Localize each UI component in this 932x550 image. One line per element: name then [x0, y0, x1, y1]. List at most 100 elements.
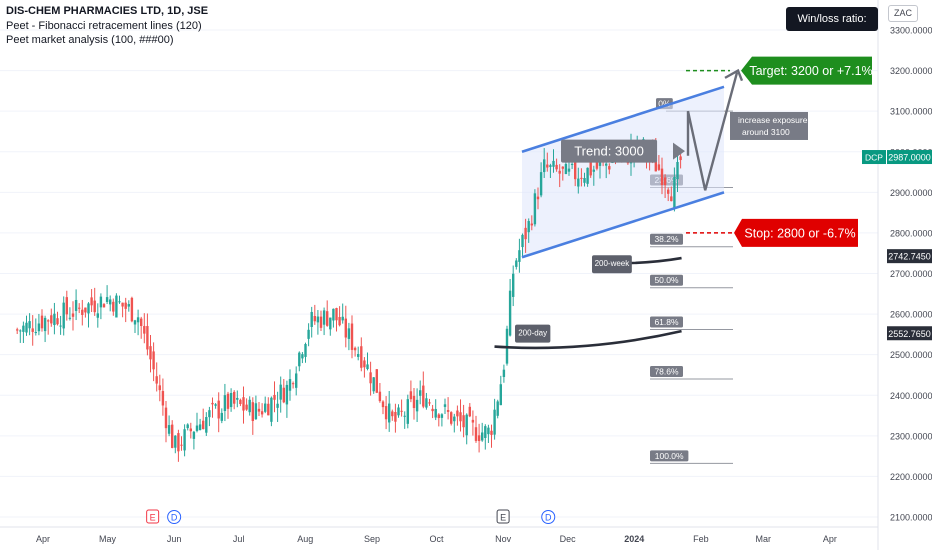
annotations: 200-day 200-week Trend: 3000 Target: 3200 o… [515, 56, 873, 343]
fib-label-text: 38.2% [654, 234, 679, 244]
candle [546, 152, 549, 172]
candle [353, 346, 357, 357]
candle [422, 371, 425, 409]
y-tick-label: 2700.0000 [890, 269, 932, 279]
candle [177, 429, 180, 462]
x-tick-label: Mar [756, 534, 772, 544]
candle [214, 403, 217, 409]
candle [127, 300, 130, 312]
candle [487, 424, 490, 443]
candle [425, 392, 428, 410]
candle [505, 325, 509, 366]
candle [50, 308, 53, 327]
candle [453, 413, 456, 433]
fib-label: 78.6% [650, 366, 683, 378]
candle [22, 321, 25, 343]
currency-button[interactable]: ZAC [888, 5, 918, 22]
candle [81, 299, 84, 326]
stop-label-text: Stop: 2800 or -6.7% [744, 226, 855, 240]
candle [164, 400, 168, 443]
candle [397, 404, 400, 418]
candle [468, 403, 471, 418]
candle [65, 290, 68, 321]
earnings-event-marker[interactable]: E [146, 509, 160, 524]
candle [267, 397, 270, 416]
symbol-tag: DCP [862, 150, 886, 165]
candle [313, 304, 316, 325]
candle [549, 163, 552, 178]
exposure-note-box [730, 111, 808, 140]
indicator-analysis-label: Peet market analysis (100, ###00) [6, 34, 174, 46]
candle [37, 313, 41, 336]
y-tick-label: 2500.0000 [890, 350, 932, 360]
x-tick-label: Sep [364, 534, 380, 544]
candle [437, 413, 440, 427]
candle [474, 415, 478, 443]
x-axis: Apr May Jun Jul Aug Sep Oct Nov Dec 2024 Feb Mar Apr… [36, 509, 837, 544]
candle [322, 307, 326, 336]
candle [59, 315, 62, 335]
candle [366, 352, 369, 371]
candle [564, 162, 568, 175]
candle [533, 189, 537, 227]
dividend-event-marker[interactable]: D [541, 510, 556, 524]
ma-200-day-tag-text: 2552.7650 [888, 329, 931, 339]
dividend-event-marker[interactable]: D [167, 510, 182, 524]
candle [189, 422, 192, 439]
candle [34, 318, 37, 336]
x-tick-label: May [99, 534, 117, 544]
candle [31, 315, 34, 346]
candle [226, 391, 230, 419]
last-price-tag-text: 2987.0000 [888, 153, 931, 163]
fib-label-text: 50.0% [654, 275, 679, 285]
candle [490, 424, 493, 448]
channel-upper-line [521, 85, 725, 153]
candle [84, 307, 87, 318]
candle [242, 386, 245, 424]
candle [471, 410, 475, 436]
candle [43, 315, 47, 343]
symbol-tag-text: DCP [865, 153, 883, 163]
candle [443, 398, 447, 415]
y-tick-label: 3100.0000 [890, 107, 932, 117]
candle [583, 172, 586, 187]
candle [307, 323, 310, 347]
event-label: D [545, 513, 552, 523]
ma-200-day-label-text: 200-day [518, 329, 547, 338]
candle [121, 302, 124, 318]
candle [462, 404, 465, 438]
indicator-fib-label: Peet - Fibonacci retracement lines (120) [6, 20, 202, 32]
candle [481, 422, 484, 442]
candle [220, 408, 223, 424]
event-label: E [500, 513, 506, 523]
grid [0, 29, 878, 518]
candle [577, 167, 580, 194]
candle [68, 307, 72, 321]
candle [552, 149, 555, 173]
candle [295, 366, 298, 396]
candle [673, 167, 676, 212]
trend-label-text: Trend: 3000 [574, 144, 644, 159]
candle [248, 396, 251, 416]
candle [112, 298, 115, 316]
candle [502, 364, 506, 383]
chart-title: DIS-CHEM PHARMACIES LTD, 1D, JSE [6, 5, 209, 17]
earnings-event-marker[interactable]: E [496, 509, 510, 524]
candle [567, 161, 571, 176]
candle [512, 265, 515, 307]
candle [143, 313, 146, 344]
candle [539, 162, 543, 198]
candle [570, 162, 574, 169]
candle [288, 369, 292, 401]
candle [316, 310, 320, 335]
channel-lower-line [521, 191, 725, 259]
fib-label: 38.2% [650, 233, 683, 245]
candle [96, 303, 99, 328]
candle [133, 319, 137, 334]
fib-label-text: 61.8% [654, 317, 679, 327]
y-tick-label: 2800.0000 [890, 228, 932, 238]
y-tick-label: 2900.0000 [890, 188, 932, 198]
x-tick-label: Feb [693, 534, 709, 544]
candle [310, 306, 313, 338]
